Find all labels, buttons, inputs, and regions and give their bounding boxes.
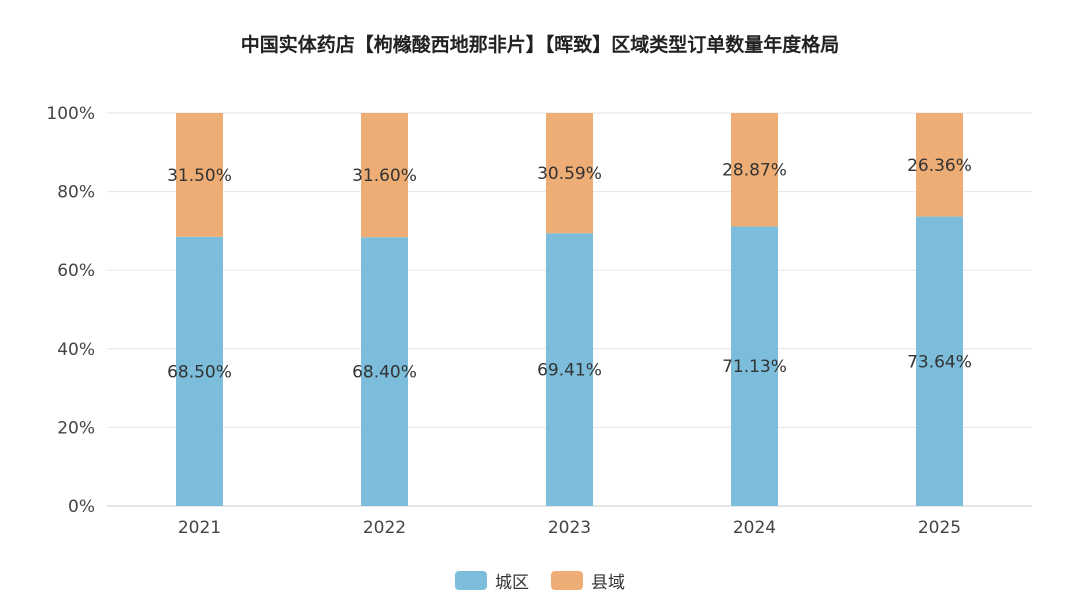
- bar-县域-2023: [546, 113, 593, 234]
- bar-城区-2021: [176, 236, 223, 507]
- data-label: 31.50%: [167, 166, 232, 186]
- data-label: 68.50%: [167, 362, 232, 382]
- legend-label: 城区: [495, 573, 529, 593]
- bar-县域-2025: [916, 113, 963, 217]
- x-tick-label: 2024: [733, 518, 776, 538]
- bar-县域-2022: [361, 113, 408, 238]
- legend-label: 县域: [591, 573, 625, 593]
- data-label: 73.64%: [907, 352, 972, 372]
- bar-城区-2025: [916, 216, 963, 507]
- x-tick-label: 2021: [178, 518, 221, 538]
- x-tick-label: 2025: [918, 518, 961, 538]
- data-label: 71.13%: [722, 357, 787, 377]
- data-label: 30.59%: [537, 164, 602, 184]
- y-tick-label: 100%: [46, 104, 95, 124]
- legend-swatch: [551, 571, 583, 590]
- bar-县域-2024: [731, 113, 778, 227]
- chart-title: 中国实体药店【枸橼酸西地那非片】【晖致】区域类型订单数量年度格局: [240, 34, 840, 56]
- data-label: 69.41%: [537, 361, 602, 381]
- bar-县域-2021: [176, 113, 223, 237]
- bar-城区-2024: [731, 226, 778, 506]
- y-tick-label: 80%: [57, 183, 95, 203]
- y-tick-label: 40%: [57, 340, 95, 360]
- chart-legend: 城区 县域: [0, 568, 1080, 593]
- bar-城区-2022: [361, 237, 408, 507]
- y-tick-label: 60%: [57, 261, 95, 281]
- data-label: 26.36%: [907, 156, 972, 176]
- data-label: 68.40%: [352, 363, 417, 383]
- x-tick-label: 2022: [363, 518, 406, 538]
- y-tick-label: 20%: [57, 418, 95, 438]
- bar-城区-2023: [546, 233, 593, 507]
- x-tick-label: 2023: [548, 518, 591, 538]
- data-label: 28.87%: [722, 161, 787, 181]
- y-tick-label: 0%: [68, 497, 95, 517]
- legend-item[interactable]: 县域: [551, 568, 625, 593]
- data-label: 31.60%: [352, 166, 417, 186]
- legend-swatch: [455, 571, 487, 590]
- legend-item[interactable]: 城区: [455, 568, 529, 593]
